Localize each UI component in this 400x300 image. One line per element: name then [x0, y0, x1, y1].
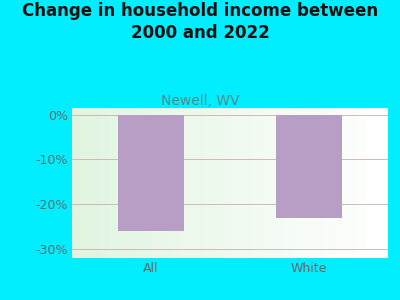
Bar: [276, 115, 342, 218]
Text: Change in household income between
2000 and 2022: Change in household income between 2000 …: [22, 2, 378, 42]
Bar: [118, 115, 184, 231]
Text: Newell, WV: Newell, WV: [161, 94, 239, 109]
